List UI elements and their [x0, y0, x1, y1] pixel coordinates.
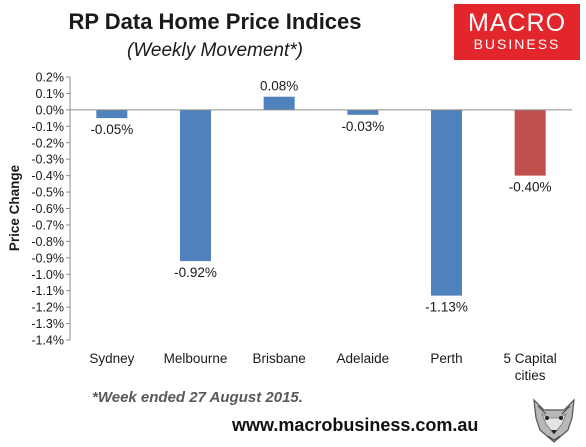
- y-tick-label: -0.6%: [31, 202, 64, 216]
- y-tick-label: -0.9%: [31, 251, 64, 265]
- data-label: -0.03%: [341, 119, 384, 134]
- data-label: -1.13%: [425, 300, 468, 315]
- data-label: -0.92%: [174, 265, 217, 280]
- category-label: Adelaide: [337, 351, 390, 366]
- data-labels: -0.05% -0.92% 0.08% -0.03% -1.13% -0.40%: [90, 79, 551, 315]
- bar: [347, 109, 379, 115]
- category-label: Perth: [430, 351, 462, 366]
- y-tick-label: 0.2%: [36, 71, 65, 85]
- bar: [263, 96, 295, 110]
- y-tick-label: -0.4%: [31, 169, 64, 183]
- y-tick-label: -1.0%: [31, 268, 64, 282]
- bars: [96, 96, 546, 296]
- macrobusiness-logo: MACRO BUSINESS: [454, 4, 580, 60]
- category-label: 5 Capital cities: [504, 351, 557, 383]
- y-tick-label: 0.0%: [36, 103, 65, 117]
- data-label: -0.40%: [509, 180, 552, 195]
- data-label: 0.08%: [260, 79, 298, 94]
- bar: [514, 109, 546, 176]
- y-tick-label: -0.8%: [31, 235, 64, 249]
- chart-title: RP Data Home Price Indices: [68, 9, 361, 34]
- bar: [431, 109, 462, 296]
- logo-line-1: MACRO: [467, 9, 567, 37]
- bar: [180, 109, 211, 262]
- logo-line-2: BUSINESS: [473, 36, 561, 52]
- category-label: Melbourne: [164, 351, 228, 366]
- y-tick-label: -0.3%: [31, 153, 64, 167]
- y-tick-label: -1.3%: [31, 317, 64, 331]
- bar: [96, 109, 128, 119]
- data-label: -0.05%: [90, 122, 133, 137]
- y-tick-label: -1.2%: [31, 301, 64, 315]
- y-axis-label: Price Change: [7, 164, 22, 251]
- footnote: *Week ended 27 August 2015.: [92, 389, 303, 406]
- y-tick-label: -0.2%: [31, 136, 64, 150]
- x-axis: Sydney Melbourne Brisbane Adelaide Perth 5 Ca…: [89, 351, 556, 383]
- y-tick-label: 0.1%: [36, 87, 65, 101]
- category-label: Sydney: [89, 351, 134, 366]
- y-tick-label: -1.4%: [31, 334, 64, 348]
- y-tick-label: -0.1%: [31, 120, 64, 134]
- wolf-icon: [533, 398, 575, 443]
- y-tick-label: -1.1%: [31, 284, 64, 298]
- category-label: Brisbane: [253, 351, 306, 366]
- y-tick-label: -0.7%: [31, 218, 64, 232]
- chart-subtitle: (Weekly Movement*): [127, 40, 303, 61]
- y-tick-label: -0.5%: [31, 186, 64, 200]
- website-url: www.macrobusiness.com.au: [231, 415, 478, 435]
- y-axis: 0.2% 0.1% 0.0% -0.1% -0.2% -0.3% -0.4% -0.5% -0.…: [31, 71, 70, 348]
